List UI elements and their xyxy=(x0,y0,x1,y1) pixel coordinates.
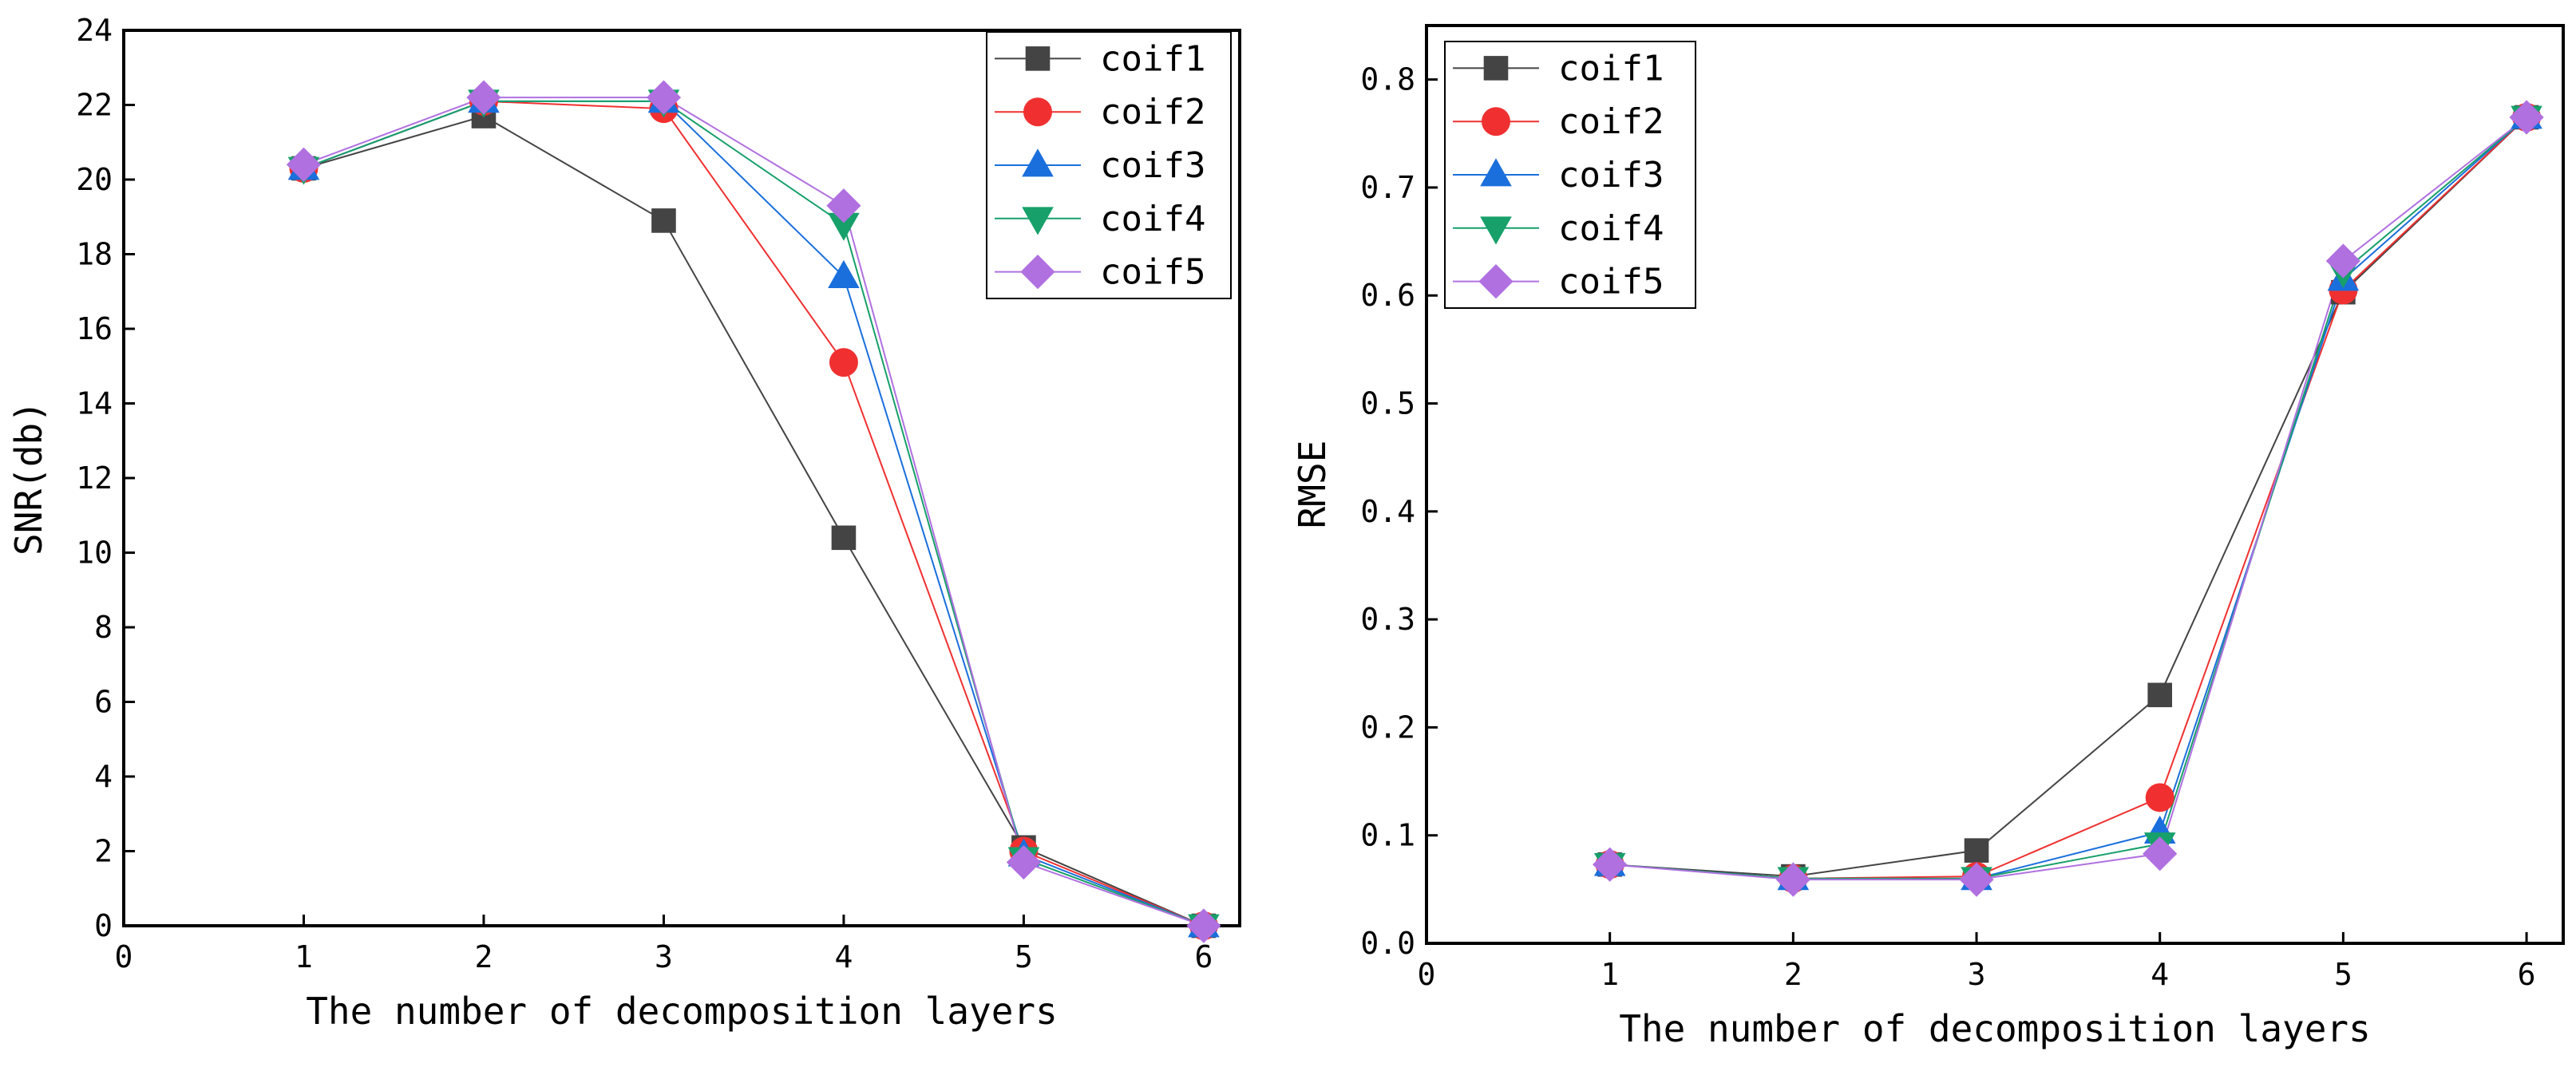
x-tick-label: 0 xyxy=(115,939,133,974)
legend-marker xyxy=(1478,264,1514,299)
data-point-coif1 xyxy=(831,525,857,551)
x-tick-label: 4 xyxy=(834,939,853,974)
y-tick-label: 0.3 xyxy=(1360,602,1415,637)
y-tick-label: 20 xyxy=(76,162,113,197)
y-tick-label: 0.1 xyxy=(1360,818,1415,853)
y-tick-label: 4 xyxy=(94,759,113,794)
x-tick-label: 5 xyxy=(2334,957,2352,992)
series-line-coif5 xyxy=(1609,117,2527,881)
series-line-coif4 xyxy=(1609,117,2527,879)
legend-label: coif2 xyxy=(1558,101,1664,142)
legend-marker xyxy=(1022,207,1054,235)
y-tick-label: 8 xyxy=(94,610,113,645)
legend-marker xyxy=(1022,148,1054,177)
legend: coif1 coif2 coif3 coif4 coif5 xyxy=(986,31,1232,299)
y-tick-label: 0.8 xyxy=(1360,62,1415,97)
legend-label: coif1 xyxy=(1558,48,1664,89)
y-axis-title: SNR(db) xyxy=(7,401,50,555)
y-tick-label: 0.5 xyxy=(1360,386,1415,421)
data-point-coif2 xyxy=(829,348,858,377)
y-tick-label: 12 xyxy=(76,460,113,496)
legend-marker xyxy=(1483,56,1509,81)
x-tick-label: 0 xyxy=(1418,957,1436,992)
legend-label: coif3 xyxy=(1558,155,1664,196)
y-tick-label: 0.4 xyxy=(1360,494,1415,529)
y-tick-label: 24 xyxy=(76,13,113,48)
x-tick-label: 1 xyxy=(295,939,313,974)
y-tick-label: 14 xyxy=(76,386,113,421)
data-point-coif3 xyxy=(828,259,860,288)
series-line-coif5 xyxy=(303,97,1205,927)
series-line-coif3 xyxy=(1609,117,2527,879)
data-point-coif5 xyxy=(466,80,501,115)
x-tick-label: 3 xyxy=(1968,957,1986,992)
legend-marker xyxy=(1020,255,1055,290)
data-point-coif5 xyxy=(1775,862,1810,897)
y-tick-label: 10 xyxy=(76,536,113,571)
data-point-coif5 xyxy=(2143,836,2178,872)
data-point-coif5 xyxy=(1186,908,1221,943)
y-tick-label: 22 xyxy=(76,88,113,123)
legend-label: coif5 xyxy=(1100,252,1205,293)
legend-label: coif2 xyxy=(1100,92,1205,132)
series-line-coif1 xyxy=(1609,117,2527,878)
legend-marker xyxy=(1023,97,1052,127)
y-tick-label: 2 xyxy=(94,834,113,869)
x-tick-label: 2 xyxy=(1784,957,1802,992)
x-axis-title: The number of decomposition layers xyxy=(1619,1007,2371,1050)
x-tick-label: 3 xyxy=(655,939,673,974)
y-tick-label: 18 xyxy=(76,237,113,272)
plot-frame xyxy=(1425,24,2565,945)
y-axis-title: RMSE xyxy=(1291,441,1334,529)
data-point-coif1 xyxy=(651,208,676,233)
data-point-coif1 xyxy=(2147,682,2173,708)
legend-marker xyxy=(1480,216,1512,245)
x-tick-label: 1 xyxy=(1601,957,1619,992)
y-tick-label: 0 xyxy=(94,908,113,943)
data-point-coif5 xyxy=(826,188,861,223)
series-line-coif2 xyxy=(1609,117,2527,879)
y-tick-label: 6 xyxy=(94,685,113,720)
legend-marker xyxy=(1025,46,1051,71)
y-tick-label: 0.0 xyxy=(1360,926,1415,961)
x-axis-title: The number of decomposition layers xyxy=(306,990,1058,1033)
data-point-coif4 xyxy=(828,212,860,241)
legend-label: coif4 xyxy=(1558,208,1664,249)
x-tick-label: 2 xyxy=(475,939,493,974)
y-tick-label: 0.2 xyxy=(1360,709,1415,745)
data-point-coif5 xyxy=(1593,847,1628,882)
x-tick-label: 6 xyxy=(2518,957,2536,992)
y-tick-label: 0.7 xyxy=(1360,170,1415,205)
data-point-coif5 xyxy=(2509,100,2544,135)
data-point-coif5 xyxy=(286,147,322,182)
data-point-coif5 xyxy=(646,80,682,115)
legend-label: coif3 xyxy=(1100,145,1205,186)
y-tick-label: 0.6 xyxy=(1360,278,1415,313)
legend: coif1 coif2 coif3 coif4 coif5 xyxy=(1444,41,1696,309)
legend-label: coif5 xyxy=(1558,262,1664,302)
series-line-coif1 xyxy=(303,115,1205,927)
x-tick-label: 6 xyxy=(1194,939,1213,974)
data-point-coif1 xyxy=(1964,838,1989,863)
rmse-chart: 0 1 2 3 4 5 6 0.0 0.1 0.2 0.3 0.4 0.5 0.6 0.7 0.8 The nu… xyxy=(1291,24,2565,1050)
data-point-coif5 xyxy=(1006,844,1042,880)
data-point-coif5 xyxy=(1959,862,1994,897)
data-point-coif2 xyxy=(2145,783,2174,812)
legend-label: coif4 xyxy=(1100,199,1205,239)
legend-marker xyxy=(1480,158,1512,187)
series-line-coif4 xyxy=(303,100,1205,927)
legend-label: coif1 xyxy=(1100,38,1205,79)
legend-marker xyxy=(1482,107,1510,136)
data-point-coif5 xyxy=(2325,243,2360,279)
y-tick-label: 16 xyxy=(76,311,113,346)
x-tick-label: 4 xyxy=(2151,957,2169,992)
x-tick-label: 5 xyxy=(1015,939,1033,974)
